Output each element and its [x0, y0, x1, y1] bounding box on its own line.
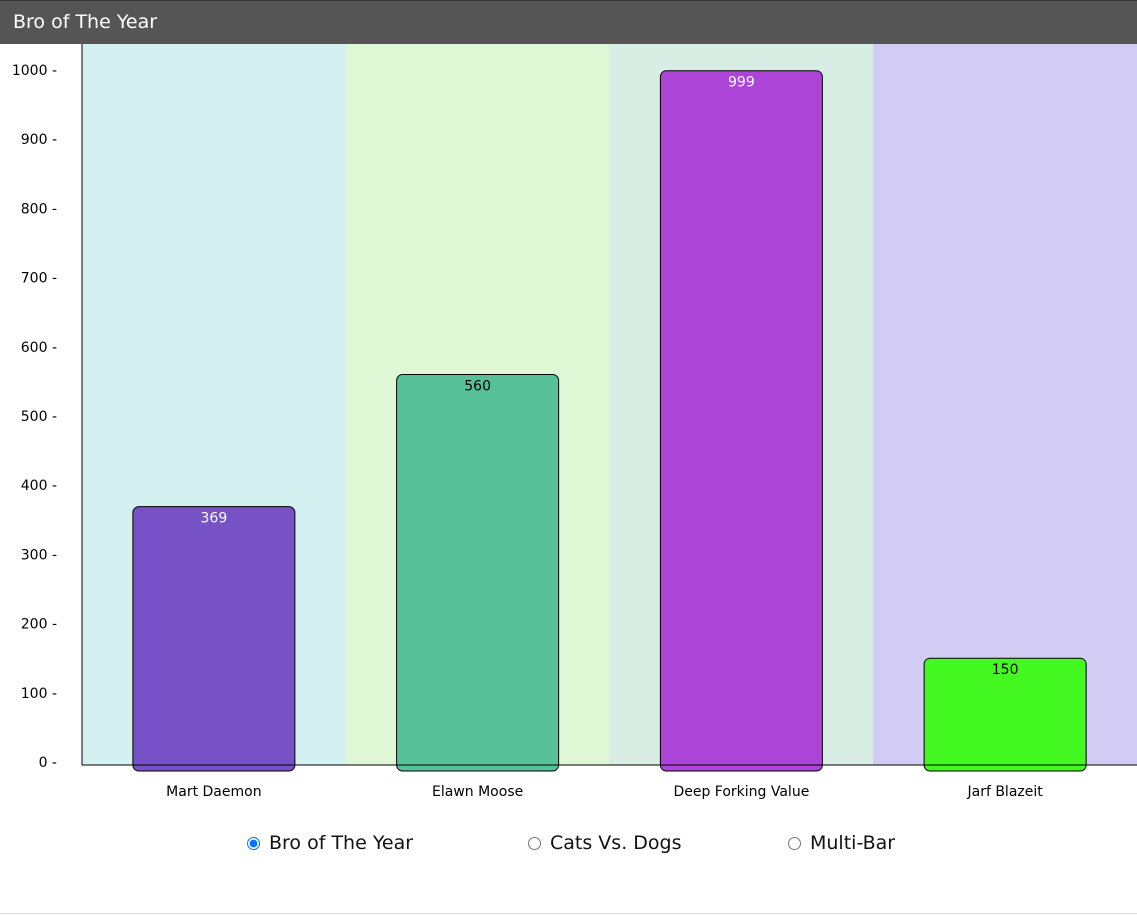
- y-tick-label-0: 0 -: [39, 755, 57, 771]
- radio-option-cats-vs-dogs[interactable]: Cats Vs. Dogs: [528, 832, 682, 854]
- y-tick-label-9: 900 -: [21, 132, 57, 148]
- title-bar: Bro of The Year: [0, 0, 1137, 44]
- y-tick-label-1: 100 -: [21, 686, 57, 702]
- radio-button-bro-of-the-year[interactable]: [247, 836, 260, 850]
- radio-label-bro-of-the-year: Bro of The Year: [269, 832, 414, 854]
- radio-button-cats-vs-dogs[interactable]: [528, 836, 541, 850]
- bar-1: [396, 373, 560, 772]
- value-label-3: 150: [992, 662, 1019, 678]
- bar-0: [132, 506, 296, 772]
- x-tick-label-2: Deep Forking Value: [673, 784, 809, 800]
- bar-chart: 369 560 999 150 0 - 100 - 200 - 300 - 400 - 500 -…: [12, 44, 1137, 800]
- y-tick-label-5: 500 -: [21, 409, 57, 425]
- x-tick-label-0: Mart Daemon: [166, 784, 261, 800]
- band-3: [873, 44, 1137, 765]
- y-tick-label-2: 200 -: [21, 617, 57, 633]
- y-tick-label-10: 1000 -: [12, 63, 57, 79]
- x-tick-label-1: Elawn Moose: [432, 784, 523, 800]
- radio-option-multi-bar[interactable]: Multi-Bar: [788, 832, 895, 854]
- y-tick-label-7: 700 -: [21, 271, 57, 287]
- y-tick-label-8: 800 -: [21, 201, 57, 217]
- radio-button-multi-bar[interactable]: [788, 836, 801, 850]
- x-tick-label-3: Jarf Blazeit: [966, 784, 1043, 800]
- radio-label-multi-bar: Multi-Bar: [810, 832, 896, 854]
- y-tick-label-4: 400 -: [21, 478, 57, 494]
- radio-option-bro-of-the-year[interactable]: Bro of The Year: [247, 832, 413, 854]
- bottom-divider: [0, 913, 1137, 914]
- bar-3: [923, 657, 1087, 772]
- value-label-2: 999: [728, 75, 755, 91]
- window-title: Bro of The Year: [13, 11, 158, 33]
- value-label-0: 369: [201, 511, 228, 527]
- radio-label-cats-vs-dogs: Cats Vs. Dogs: [550, 832, 682, 854]
- y-tick-label-6: 600 -: [21, 340, 57, 356]
- y-tick-label-3: 300 -: [21, 547, 57, 563]
- bar-2: [659, 70, 823, 772]
- value-label-1: 560: [464, 378, 491, 394]
- chart-selector: Bro of The Year Cats Vs. Dogs Multi-Bar: [0, 832, 1137, 860]
